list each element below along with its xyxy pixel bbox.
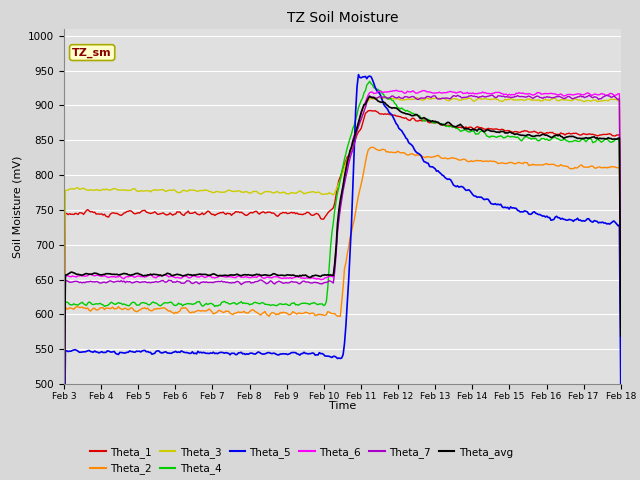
Theta_5 — [412, 149, 419, 155]
Theta_5 — [60, 475, 68, 480]
Theta_2 — [412, 153, 419, 158]
Theta_6 — [127, 273, 135, 279]
Theta_2 — [281, 310, 289, 315]
Theta_3 — [617, 309, 625, 315]
Theta_6 — [463, 90, 471, 96]
Theta_3 — [281, 190, 289, 195]
Theta_avg — [281, 273, 289, 278]
Theta_3 — [412, 96, 419, 101]
Theta_2 — [463, 158, 471, 164]
Theta_1 — [281, 210, 289, 216]
Theta_5 — [617, 391, 625, 397]
Theta_7 — [281, 280, 289, 286]
Line: Theta_5: Theta_5 — [64, 74, 621, 478]
Line: Theta_6: Theta_6 — [64, 90, 621, 430]
Theta_avg — [412, 111, 419, 117]
Theta_7 — [488, 92, 496, 98]
Theta_1 — [463, 125, 471, 131]
Theta_3 — [383, 95, 390, 100]
Line: Theta_7: Theta_7 — [64, 95, 621, 432]
Theta_1 — [367, 108, 375, 113]
Theta_7 — [60, 429, 68, 435]
Theta_2 — [467, 158, 474, 164]
Legend: Theta_1, Theta_2, Theta_3, Theta_4, Theta_5, Theta_6, Theta_7, Theta_avg: Theta_1, Theta_2, Theta_3, Theta_4, Thet… — [86, 443, 517, 478]
Theta_4 — [617, 336, 625, 342]
Line: Theta_avg: Theta_avg — [64, 96, 621, 427]
Theta_2 — [241, 310, 249, 316]
Theta_5 — [241, 351, 249, 357]
Theta_avg — [127, 272, 135, 278]
Theta_4 — [60, 443, 68, 449]
Line: Theta_3: Theta_3 — [64, 97, 621, 371]
Theta_7 — [127, 279, 135, 285]
Theta_3 — [467, 95, 474, 101]
Theta_4 — [366, 78, 374, 84]
Theta_3 — [127, 187, 135, 193]
Theta_7 — [462, 94, 470, 100]
Theta_avg — [366, 93, 374, 99]
Theta_7 — [617, 307, 625, 312]
Theta_6 — [392, 87, 400, 93]
Theta_5 — [127, 348, 135, 354]
Y-axis label: Soil Moisture (mV): Soil Moisture (mV) — [13, 155, 22, 258]
Theta_3 — [241, 189, 249, 194]
Theta_4 — [281, 301, 289, 307]
Title: TZ Soil Moisture: TZ Soil Moisture — [287, 11, 398, 25]
Theta_5 — [355, 72, 362, 77]
Theta_1 — [412, 118, 419, 124]
Theta_1 — [127, 208, 135, 214]
Theta_4 — [467, 129, 474, 135]
Theta_avg — [467, 127, 474, 132]
Theta_6 — [617, 304, 625, 310]
Theta_avg — [463, 126, 471, 132]
Theta_6 — [241, 274, 249, 280]
Theta_3 — [60, 368, 68, 374]
Theta_1 — [60, 384, 68, 389]
Theta_6 — [60, 427, 68, 432]
Theta_4 — [241, 300, 249, 306]
Theta_5 — [463, 187, 471, 193]
Line: Theta_2: Theta_2 — [64, 147, 621, 448]
Theta_1 — [467, 124, 474, 130]
Theta_1 — [617, 331, 625, 337]
Theta_4 — [412, 113, 419, 119]
Theta_4 — [127, 301, 135, 307]
Theta_avg — [617, 333, 625, 339]
Theta_4 — [463, 129, 471, 134]
Theta_2 — [127, 305, 135, 311]
Theta_7 — [241, 279, 249, 285]
Theta_1 — [241, 212, 249, 218]
Theta_6 — [467, 90, 474, 96]
Text: TZ_sm: TZ_sm — [72, 48, 112, 58]
Theta_6 — [412, 90, 419, 96]
Theta_avg — [241, 272, 249, 277]
Theta_5 — [467, 188, 474, 194]
Theta_3 — [463, 96, 471, 102]
Theta_7 — [465, 93, 472, 99]
Theta_2 — [369, 144, 376, 150]
Theta_7 — [410, 94, 418, 100]
Theta_2 — [60, 445, 68, 451]
Theta_2 — [617, 353, 625, 359]
Theta_avg — [60, 424, 68, 430]
Line: Theta_4: Theta_4 — [64, 81, 621, 446]
Theta_6 — [281, 275, 289, 281]
X-axis label: Time: Time — [329, 401, 356, 410]
Line: Theta_1: Theta_1 — [64, 110, 621, 386]
Theta_5 — [281, 351, 289, 357]
